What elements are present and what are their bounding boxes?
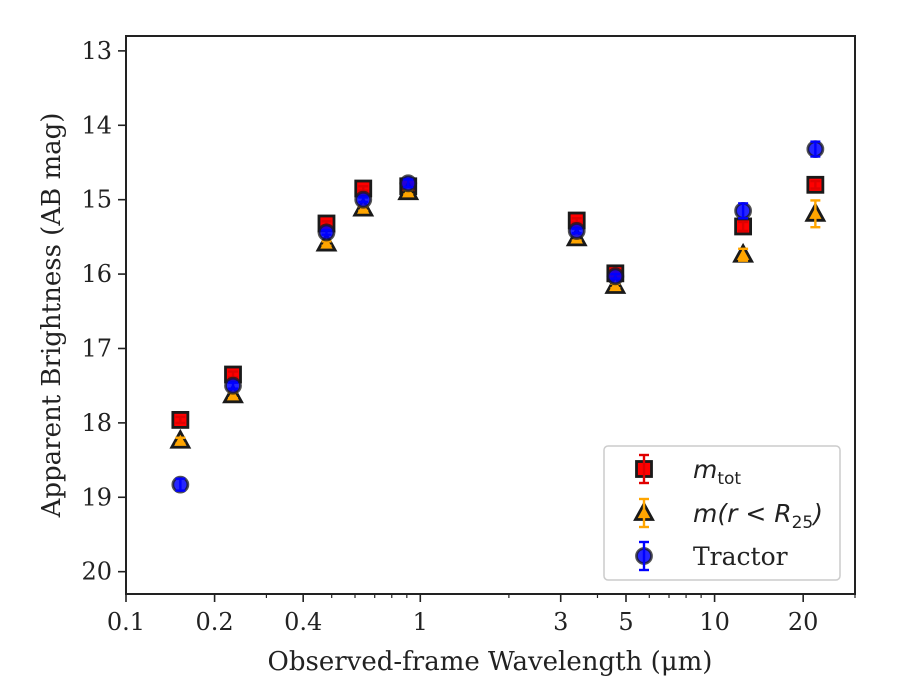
x-tick-label: 10 <box>699 608 730 636</box>
data-point <box>399 174 418 193</box>
error-bar <box>175 477 186 492</box>
data-point <box>734 201 753 220</box>
legend-label-subscript: 25 <box>792 513 814 533</box>
data-point <box>224 376 242 395</box>
legend-label: m(r < R25) <box>693 499 823 533</box>
y-tick-label: 16 <box>81 260 112 288</box>
legend: mtot m(r < R25) Tractor <box>603 445 841 581</box>
error-bar <box>321 240 332 248</box>
data-point <box>804 199 827 229</box>
error-bar <box>738 202 749 220</box>
legend-entry: Tractor <box>635 540 788 572</box>
x-tick-label: 5 <box>618 608 633 636</box>
data-point <box>169 428 192 449</box>
legend-entry: m(r < R25) <box>633 497 823 533</box>
x-tick-label: 0.4 <box>284 608 322 636</box>
y-tick-label: 13 <box>81 37 112 65</box>
error-bar <box>321 228 332 236</box>
x-tick-label: 3 <box>553 608 568 636</box>
y-tick-label: 14 <box>81 111 112 139</box>
data-point <box>734 217 753 236</box>
legend-label: mtot <box>693 455 741 489</box>
error-bar <box>610 272 621 280</box>
error-bar <box>175 415 186 425</box>
legend-label-tail: ) <box>811 499 823 528</box>
legend-label-base: m <box>693 455 717 484</box>
data-point <box>315 231 338 252</box>
error-bar <box>810 199 821 229</box>
error-bar <box>639 540 649 572</box>
data-point <box>806 140 825 158</box>
error-bar <box>810 140 821 158</box>
error-bar <box>639 497 649 529</box>
data-point <box>354 190 373 209</box>
data-point <box>567 222 586 240</box>
legend-label-base: m(r < R <box>693 499 792 528</box>
y-tick-label: 15 <box>81 186 112 214</box>
y-tick-label: 20 <box>81 558 112 586</box>
data-point <box>171 475 190 494</box>
data-point <box>606 267 625 286</box>
legend-entry: mtot <box>635 453 741 489</box>
x-tick-label: 1 <box>413 608 428 636</box>
series-circle <box>171 140 825 494</box>
data-point <box>806 175 825 194</box>
data-point <box>171 411 190 429</box>
x-axis-title: Observed-frame Wavelength (μm) <box>268 647 713 677</box>
x-tick-label: 0.2 <box>196 608 234 636</box>
error-bar <box>639 453 649 485</box>
error-bar <box>571 227 582 235</box>
data-point <box>732 242 755 263</box>
legend-label-subscript: tot <box>717 469 741 489</box>
y-axis-title: Apparent Brightness (AB mag) <box>37 113 67 519</box>
error-bar <box>358 196 369 204</box>
x-axis: 0.1 0.2 0.4 1 3 5 10 20 <box>107 594 856 636</box>
x-tick-label: 0.1 <box>107 608 145 636</box>
y-tick-label: 19 <box>81 483 112 511</box>
data-points <box>169 140 827 494</box>
error-bar <box>738 247 749 262</box>
x-tick-label: 20 <box>788 608 819 636</box>
error-bar <box>228 381 239 390</box>
error-bar <box>403 178 414 189</box>
error-bar <box>175 436 186 445</box>
error-bar <box>738 220 749 233</box>
y-tick-label: 17 <box>81 334 112 362</box>
y-tick-label: 18 <box>81 409 112 437</box>
legend-label: Tractor <box>693 542 788 571</box>
error-bar <box>358 185 369 192</box>
legend-box <box>603 445 841 581</box>
error-bar <box>810 179 821 190</box>
y-axis: 13 14 15 16 17 18 19 20 <box>81 37 126 586</box>
data-point <box>317 223 336 242</box>
